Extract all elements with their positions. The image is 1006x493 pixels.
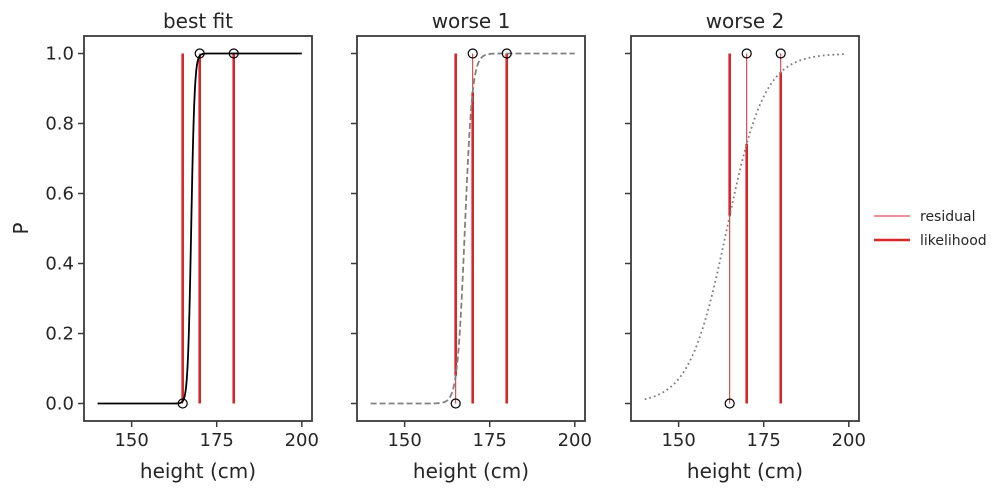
x-tick-label: 200 bbox=[285, 430, 319, 451]
x-tick-label: 150 bbox=[661, 430, 695, 451]
x-tick-label: 175 bbox=[200, 430, 234, 451]
x-tick-label: 175 bbox=[747, 430, 781, 451]
y-tick-label: 0.6 bbox=[45, 184, 74, 205]
fit-curve bbox=[644, 53, 846, 401]
panel-title: worse 2 bbox=[706, 9, 785, 33]
x-tick-label: 150 bbox=[387, 430, 421, 451]
data-point bbox=[501, 48, 512, 59]
legend-residual-label: residual bbox=[920, 209, 975, 225]
y-tick-label: 0.8 bbox=[45, 114, 74, 135]
data-point bbox=[194, 48, 205, 59]
y-tick-label: 0.4 bbox=[45, 254, 74, 275]
y-tick-label: 0.0 bbox=[45, 394, 74, 415]
x-tick-label: 175 bbox=[473, 430, 507, 451]
data-point bbox=[741, 48, 752, 59]
x-tick-label: 200 bbox=[832, 430, 866, 451]
axes-frame bbox=[83, 35, 313, 422]
legend-likelihood-label: likelihood bbox=[920, 233, 987, 249]
data-point bbox=[467, 48, 478, 59]
panel-2: 150 175 200 worse 1 height (cm) bbox=[351, 9, 592, 483]
data-point bbox=[724, 398, 735, 409]
x-axis-label: height (cm) bbox=[687, 459, 803, 483]
x-axis-label: height (cm) bbox=[140, 459, 256, 483]
data-point bbox=[775, 48, 786, 59]
y-tick-label: 0.2 bbox=[45, 324, 74, 345]
panel-1: 0.0 0.2 0.4 0.6 0.8 1.0 150 175 200 best fit heigh… bbox=[9, 9, 319, 483]
fit-curve bbox=[97, 52, 302, 405]
x-axis-label: height (cm) bbox=[413, 459, 529, 483]
x-tick-label: 150 bbox=[114, 430, 148, 451]
data-point bbox=[228, 48, 239, 59]
panel-title: best fit bbox=[163, 9, 233, 33]
y-axis-label: P bbox=[9, 222, 33, 234]
x-tick-label: 200 bbox=[558, 430, 592, 451]
axes-frame bbox=[356, 35, 586, 422]
panel-title: worse 1 bbox=[432, 9, 511, 33]
legend: residual likelihood bbox=[874, 209, 987, 249]
y-tick-label: 1.0 bbox=[45, 44, 74, 65]
panel-3: 150 175 200 worse 2 height (cm) bbox=[625, 9, 866, 483]
axes-frame bbox=[630, 35, 860, 422]
data-point bbox=[450, 398, 461, 409]
fit-curve bbox=[370, 52, 575, 405]
data-point bbox=[177, 398, 188, 409]
